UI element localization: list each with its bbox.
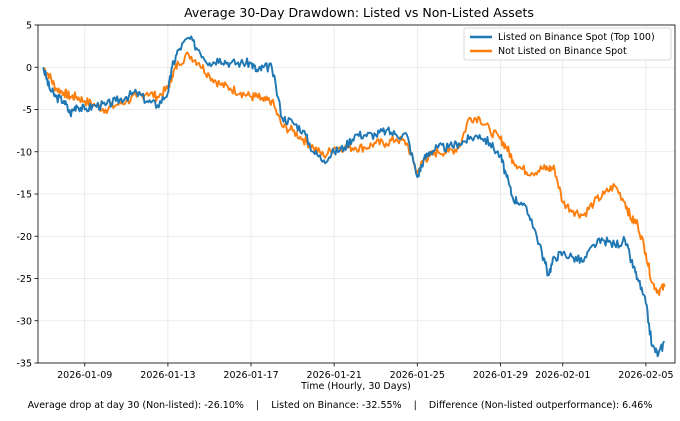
legend-box (463, 27, 672, 61)
x-tick-label: 2026-01-17 (223, 370, 278, 381)
y-tick-label: 0 (26, 63, 32, 74)
legend: Listed on Binance Spot (Top 100) Not Lis… (463, 27, 672, 61)
x-axis: 2026-01-09 2026-01-13 2026-01-17 2026-01-21… (57, 363, 674, 381)
series-line-listed (42, 35, 665, 358)
chart-title: Average 30-Day Drawdown: Listed vs Non-L… (184, 5, 534, 20)
y-tick-label: -5 (23, 105, 32, 116)
x-tick-label: 2026-01-29 (473, 370, 528, 381)
y-axis: 5 0 -5 -10 -15 -20 -25 -30 -35 (16, 21, 38, 370)
y-tick-label: -25 (16, 274, 32, 285)
summary-footer: Average drop at day 30 (Non-listed): -26… (27, 400, 653, 411)
series-lines (42, 35, 666, 358)
series-line-non-listed (42, 51, 666, 296)
x-tick-label: 2026-02-05 (618, 370, 673, 381)
y-tick-label: -10 (16, 147, 32, 158)
x-tick-label: 2026-01-25 (390, 370, 445, 381)
y-tick-label: 5 (26, 21, 32, 32)
y-tick-label: -35 (16, 359, 32, 370)
y-tick-label: -20 (16, 232, 32, 243)
x-tick-label: 2026-02-01 (535, 370, 590, 381)
chart: Average 30-Day Drawdown: Listed vs Non-L… (16, 5, 676, 392)
legend-label-listed: Listed on Binance Spot (Top 100) (498, 32, 655, 43)
x-tick-label: 2026-01-09 (57, 370, 112, 381)
y-tick-label: -30 (16, 316, 32, 327)
x-tick-label: 2026-01-13 (140, 370, 195, 381)
y-tick-label: -15 (16, 190, 32, 201)
grid (38, 24, 675, 364)
x-axis-label: Time (Hourly, 30 Days) (300, 381, 411, 392)
legend-label-non-listed: Not Listed on Binance Spot (498, 46, 627, 57)
x-tick-label: 2026-01-21 (307, 370, 362, 381)
